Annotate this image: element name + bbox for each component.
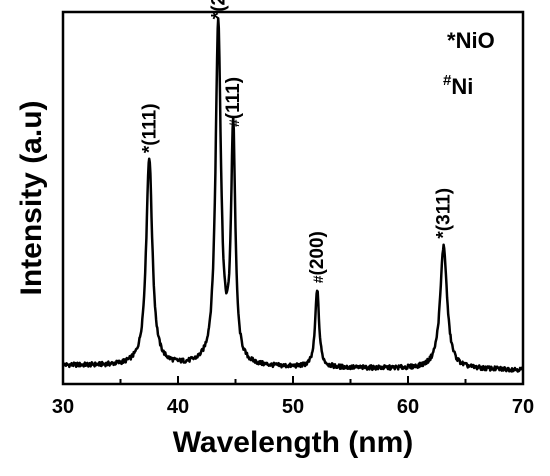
legend: *NiO #Ni <box>443 28 495 99</box>
x-tick-label: 40 <box>167 396 189 418</box>
x-tick-label: 50 <box>282 396 304 418</box>
peak-label: *(311) <box>434 188 455 239</box>
legend-item-ni: #Ni <box>443 72 473 99</box>
y-axis-label: Intensity (a.u) <box>15 100 48 295</box>
peak-miller-index: (200) <box>208 0 229 12</box>
x-tick-label: 70 <box>512 396 534 418</box>
legend-marker: * <box>447 28 456 53</box>
peak-marker: # <box>310 275 326 283</box>
x-tick-label: 30 <box>52 396 74 418</box>
legend-label: Ni <box>451 74 473 99</box>
peak-labels: *(111)*(200)#(111)#(200)*(311) <box>139 0 454 283</box>
legend-item-nio: *NiO <box>447 28 495 53</box>
peak-marker: # <box>226 119 242 127</box>
peak-label: *(200) <box>208 0 229 19</box>
peak-label: #(200) <box>307 231 328 283</box>
legend-marker: # <box>443 72 452 89</box>
x-axis-label: Wavelength (nm) <box>173 426 414 459</box>
peak-miller-index: (111) <box>139 103 160 145</box>
spectrum-line <box>62 17 524 373</box>
peak-label: *(111) <box>139 103 160 153</box>
legend-label: NiO <box>456 28 495 53</box>
peak-miller-index: (311) <box>434 188 455 231</box>
x-tick-labels: 30 40 50 60 70 <box>52 396 534 418</box>
peak-marker: * <box>208 11 229 19</box>
axis-ticks <box>62 376 524 384</box>
x-tick-label: 60 <box>397 396 419 418</box>
peak-marker: * <box>139 145 160 153</box>
peak-miller-index: (200) <box>307 231 328 275</box>
peak-label: #(111) <box>223 77 244 127</box>
peak-marker: * <box>434 231 455 239</box>
peak-miller-index: (111) <box>223 77 244 119</box>
